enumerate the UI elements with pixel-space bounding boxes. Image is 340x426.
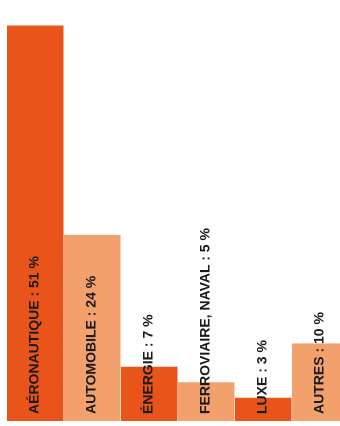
bar-0 xyxy=(7,25,64,422)
bar-label-1: AUTOMOBILE : 24 % xyxy=(83,275,99,414)
bar-label-4: LUXE : 3 % xyxy=(254,340,270,414)
bar-4 xyxy=(235,397,292,421)
bar-label-0: AÉRONAUTIQUE : 51 % xyxy=(26,256,42,414)
labels-layer: AÉRONAUTIQUE : 51 % AUTOMOBILE : 24 % ÉNER… xyxy=(26,228,327,414)
bar-5 xyxy=(292,343,340,421)
bars-layer xyxy=(7,25,340,422)
bar-label-3: FERROVIAIRE, NAVAL : 5 % xyxy=(197,228,213,414)
bar-2 xyxy=(121,366,178,421)
bar-3 xyxy=(178,382,235,421)
bar-label-5: AUTRES : 10 % xyxy=(311,312,327,414)
bar-label-2: ÉNERGIE : 7 % xyxy=(140,314,156,414)
bar-1 xyxy=(64,234,121,421)
